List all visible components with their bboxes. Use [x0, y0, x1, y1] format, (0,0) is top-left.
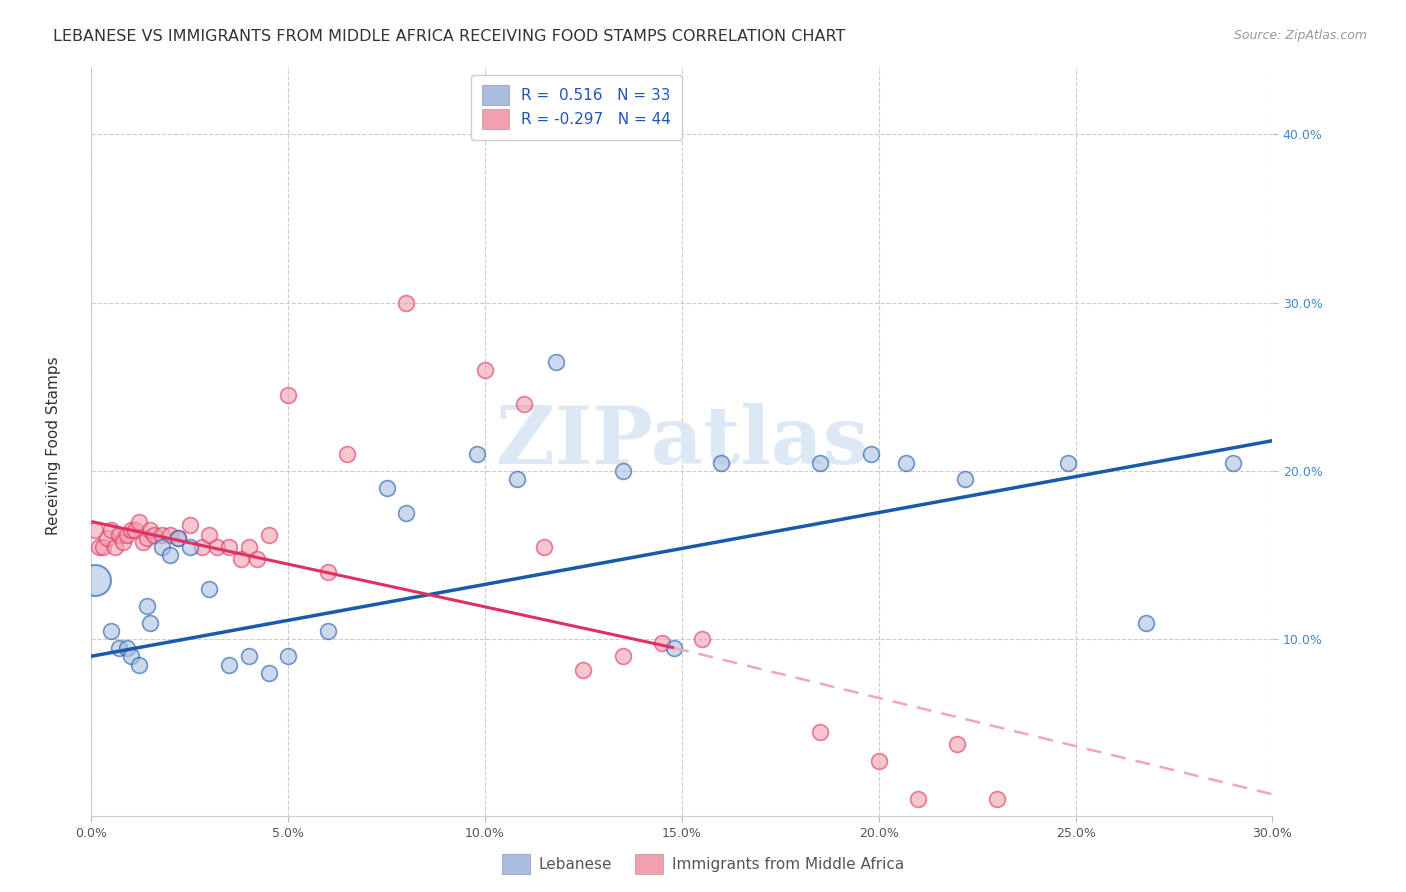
Point: [238, 540, 260, 554]
Point: [808, 725, 831, 739]
Point: [100, 523, 122, 537]
Text: Source: ZipAtlas.com: Source: ZipAtlas.com: [1233, 29, 1367, 42]
Point: [1056, 456, 1078, 470]
Point: [139, 523, 162, 537]
Point: [277, 649, 299, 664]
Point: [120, 523, 142, 537]
Text: ZIPatlas: ZIPatlas: [496, 402, 868, 481]
Point: [167, 532, 190, 546]
Point: [229, 551, 252, 566]
Point: [131, 534, 153, 549]
Point: [955, 472, 977, 486]
Point: [198, 528, 221, 542]
Point: [238, 649, 260, 664]
Point: [111, 534, 134, 549]
Point: [218, 540, 240, 554]
Point: [505, 472, 527, 486]
Point: [159, 548, 181, 562]
Point: [395, 295, 418, 310]
Point: [198, 582, 221, 596]
Point: [946, 737, 969, 751]
Point: [316, 624, 339, 638]
Point: [96, 532, 118, 546]
Point: [167, 532, 190, 546]
Point: [135, 599, 157, 613]
Point: [690, 632, 713, 647]
Point: [89, 540, 111, 554]
Point: [907, 792, 929, 806]
Text: Receiving Food Stamps: Receiving Food Stamps: [46, 357, 60, 535]
Point: [1222, 456, 1244, 470]
Point: [395, 506, 418, 520]
Point: [135, 532, 157, 546]
Point: [84, 574, 107, 588]
Point: [257, 666, 280, 681]
Legend: R =  0.516   N = 33, R = -0.297   N = 44: R = 0.516 N = 33, R = -0.297 N = 44: [471, 75, 682, 140]
Point: [474, 363, 496, 377]
Point: [108, 640, 131, 655]
Point: [572, 663, 595, 677]
Point: [115, 640, 138, 655]
Point: [143, 528, 166, 542]
Point: [218, 657, 240, 672]
Point: [859, 447, 882, 461]
Point: [108, 528, 131, 542]
Point: [375, 481, 398, 495]
Point: [150, 528, 173, 542]
Legend: Lebanese, Immigrants from Middle Africa: Lebanese, Immigrants from Middle Africa: [496, 848, 910, 880]
Point: [1135, 615, 1157, 630]
Point: [868, 754, 890, 768]
Point: [513, 397, 536, 411]
Point: [986, 792, 1008, 806]
Point: [207, 540, 229, 554]
Point: [662, 640, 685, 655]
Point: [246, 551, 269, 566]
Point: [104, 540, 127, 554]
Point: [139, 615, 162, 630]
Point: [544, 354, 567, 368]
Point: [612, 649, 634, 664]
Point: [124, 523, 146, 537]
Point: [808, 456, 831, 470]
Point: [316, 565, 339, 579]
Point: [179, 517, 201, 532]
Point: [336, 447, 359, 461]
Point: [465, 447, 488, 461]
Point: [115, 528, 138, 542]
Point: [159, 528, 181, 542]
Point: [710, 456, 733, 470]
Point: [128, 657, 150, 672]
Point: [128, 515, 150, 529]
Point: [533, 540, 555, 554]
Point: [150, 540, 173, 554]
Point: [257, 528, 280, 542]
Text: LEBANESE VS IMMIGRANTS FROM MIDDLE AFRICA RECEIVING FOOD STAMPS CORRELATION CHAR: LEBANESE VS IMMIGRANTS FROM MIDDLE AFRIC…: [53, 29, 846, 44]
Point: [100, 624, 122, 638]
Point: [612, 464, 634, 478]
Point: [896, 456, 918, 470]
Point: [651, 636, 673, 650]
Point: [190, 540, 212, 554]
Point: [91, 540, 114, 554]
Point: [179, 540, 201, 554]
Point: [84, 523, 107, 537]
Point: [120, 649, 142, 664]
Point: [277, 388, 299, 402]
